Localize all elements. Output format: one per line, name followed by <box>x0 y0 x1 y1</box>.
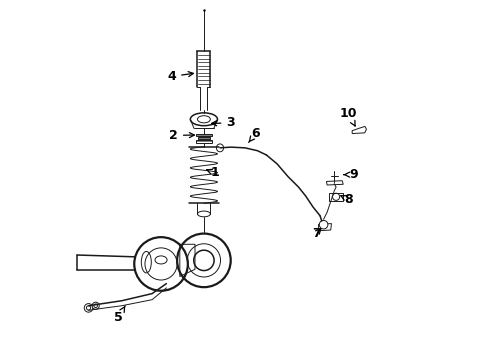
Text: 6: 6 <box>248 127 260 143</box>
Circle shape <box>84 303 93 312</box>
Text: 2: 2 <box>169 129 195 142</box>
Text: 9: 9 <box>344 168 358 181</box>
Bar <box>196 140 212 143</box>
Bar <box>196 134 212 136</box>
Bar <box>329 193 343 202</box>
Circle shape <box>92 302 99 309</box>
Ellipse shape <box>217 144 223 152</box>
Text: 3: 3 <box>212 116 235 129</box>
Text: 1: 1 <box>207 166 219 179</box>
Text: 5: 5 <box>114 306 125 324</box>
Text: 10: 10 <box>340 107 357 126</box>
Text: 4: 4 <box>168 70 194 83</box>
Circle shape <box>319 220 328 229</box>
Text: 8: 8 <box>341 193 353 206</box>
Text: 7: 7 <box>312 227 321 240</box>
Bar <box>198 137 210 139</box>
